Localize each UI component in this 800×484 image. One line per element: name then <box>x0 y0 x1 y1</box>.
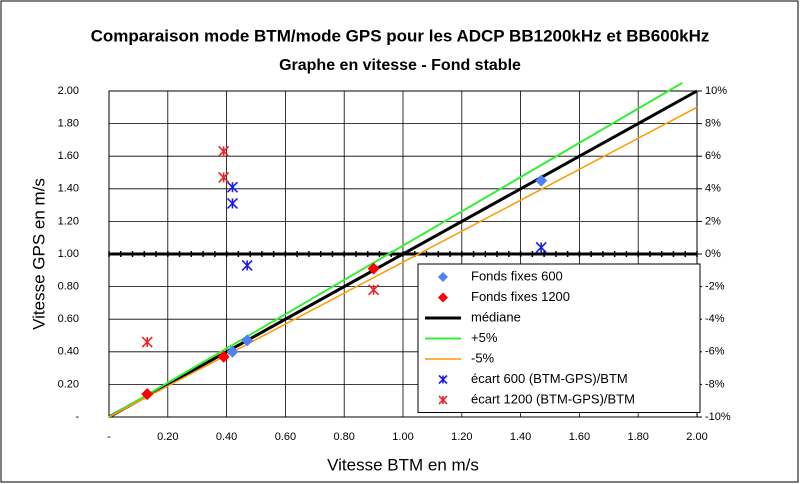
y2-tick-label: 2% <box>705 215 721 227</box>
y-tick-label: 0.80 <box>58 281 79 293</box>
y-tick-label: 0.20 <box>58 378 79 390</box>
legend-label: médiane <box>471 309 521 324</box>
x-tick-label: 1.00 <box>392 431 413 443</box>
point <box>226 181 239 193</box>
legend-key <box>438 395 448 405</box>
line-series <box>108 81 683 418</box>
diamond <box>535 174 548 187</box>
x-tick-label: 2.00 <box>686 431 707 443</box>
y2-tick-label: 10% <box>705 85 727 97</box>
point <box>141 336 153 348</box>
point <box>367 262 380 275</box>
x-tick-label: 1.60 <box>569 431 590 443</box>
y-tick-label: 1.60 <box>58 150 79 162</box>
y2-tick-label: -8% <box>705 378 725 390</box>
y-tick-label: 2.00 <box>58 85 79 97</box>
y2-tick-label: -4% <box>705 313 725 325</box>
point <box>217 350 230 363</box>
y2-tick-label: 6% <box>705 150 721 162</box>
legend-label: -5% <box>471 350 495 365</box>
y-tick-label: 1.00 <box>58 248 79 260</box>
legend-label: écart 1200 (BTM-GPS)/BTM <box>471 391 635 406</box>
diamond <box>367 262 380 275</box>
line-series <box>108 89 698 419</box>
diamond <box>241 334 254 347</box>
point <box>218 145 230 157</box>
diamond <box>438 292 448 303</box>
point <box>241 334 254 347</box>
legend-box <box>417 263 701 413</box>
x-tick-label: 1.40 <box>510 431 531 443</box>
legend-key <box>438 272 448 282</box>
point <box>241 259 253 271</box>
x-tick-label: - <box>107 431 111 443</box>
x-tick-label: 1.20 <box>451 431 472 443</box>
y-tick-label: 0.60 <box>58 313 79 325</box>
y2-tick-label: -6% <box>705 346 725 358</box>
chart-title: Comparaison mode BTM/mode GPS pour les A… <box>91 26 710 45</box>
y-tick-label: 1.80 <box>58 118 79 130</box>
y-tick-label: 1.20 <box>58 215 79 227</box>
y2-tick-label: 8% <box>705 118 721 130</box>
legend-label: +5% <box>471 330 498 345</box>
diamond <box>226 345 239 358</box>
line-series <box>108 106 698 418</box>
point <box>535 241 547 254</box>
x-tick-label: 0.80 <box>333 431 354 443</box>
y-tick-label: 1.40 <box>58 183 79 195</box>
y-tick-label: 0.40 <box>58 346 79 358</box>
y-axis-title: Vitesse GPS en m/s <box>29 178 48 330</box>
x-tick-label: 0.40 <box>216 431 237 443</box>
y2-tick-label: -10% <box>705 411 731 423</box>
diamond <box>141 388 154 401</box>
point <box>141 388 154 401</box>
point <box>535 174 548 187</box>
chart-subtitle: Graphe en vitesse - Fond stable <box>279 57 521 74</box>
legend-label: écart 600 (BTM-GPS)/BTM <box>471 371 628 386</box>
y2-tick-label: 0% <box>705 248 721 260</box>
diamond <box>438 272 448 282</box>
y2-tick-label: 4% <box>705 183 721 195</box>
legend-key <box>438 292 448 303</box>
x-tick-label: 0.20 <box>157 431 178 443</box>
legend-label: Fonds fixes 1200 <box>471 289 570 304</box>
x-axis-title: Vitesse BTM en m/s <box>327 455 479 474</box>
point <box>368 284 380 296</box>
diamond <box>217 350 230 363</box>
x-tick-label: 1.80 <box>627 431 648 443</box>
x-tick-label: 0.60 <box>275 431 296 443</box>
legend-label: Fonds fixes 600 <box>471 268 563 283</box>
y2-tick-label: -2% <box>705 281 725 293</box>
point <box>218 171 230 183</box>
y-tick-label: - <box>75 411 79 423</box>
point <box>226 197 239 210</box>
point <box>226 345 239 358</box>
legend-key <box>438 374 448 385</box>
